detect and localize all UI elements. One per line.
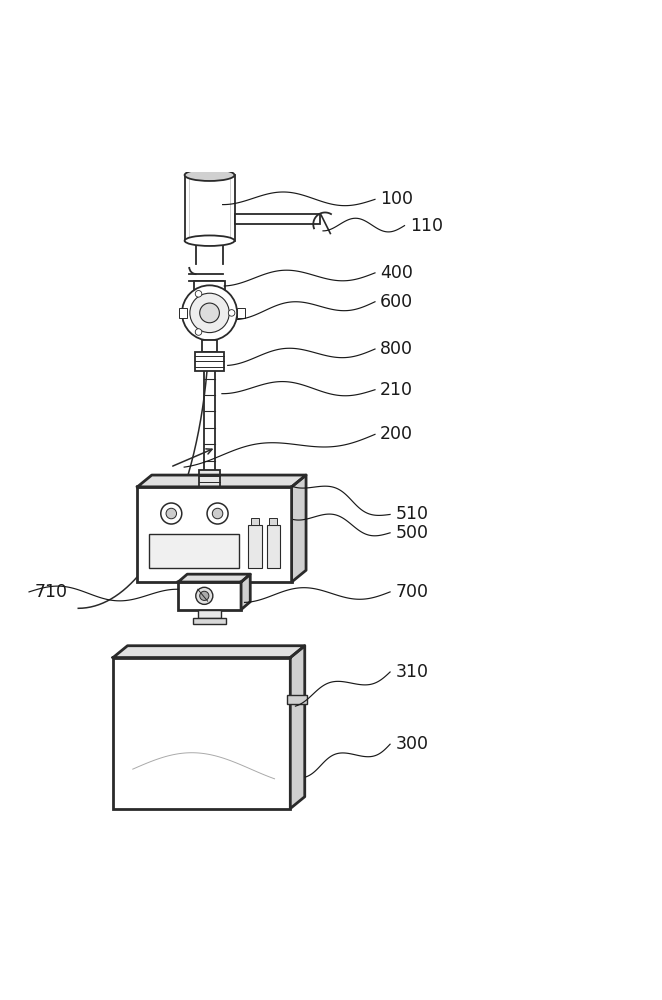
Polygon shape [291,646,305,809]
Text: 100: 100 [380,190,413,208]
Polygon shape [292,475,306,582]
Text: 700: 700 [395,583,428,601]
Circle shape [195,329,202,335]
Bar [194,281,225,295]
Bar [149,534,239,568]
Bar [234,214,320,224]
Text: 800: 800 [380,340,413,358]
Polygon shape [137,475,306,487]
Polygon shape [241,574,250,610]
Bar [179,308,187,318]
Circle shape [182,285,237,340]
Bar [178,582,241,610]
Text: 600: 600 [380,293,413,311]
Bar [248,525,261,568]
Bar [237,308,245,318]
Bar [195,352,224,371]
Text: 400: 400 [380,264,413,282]
Text: 210: 210 [380,381,413,399]
Text: 310: 310 [395,663,428,681]
Bar [137,487,292,582]
Bar [269,518,277,525]
Text: 300: 300 [395,735,428,753]
Polygon shape [178,574,250,582]
Circle shape [190,293,229,333]
Circle shape [200,303,219,323]
Bar [198,610,221,618]
Bar [199,470,220,487]
Text: 110: 110 [410,217,443,235]
Bar [251,518,259,525]
Ellipse shape [185,235,234,246]
Circle shape [195,291,202,297]
Bar [202,340,217,352]
Circle shape [200,591,209,600]
Circle shape [161,503,182,524]
Bar [113,658,291,809]
Circle shape [213,508,223,519]
Circle shape [196,587,213,604]
Circle shape [228,310,235,316]
Bar [185,175,234,241]
Text: 200: 200 [380,425,413,443]
Circle shape [166,508,177,519]
Polygon shape [113,646,305,658]
Bar [287,695,307,704]
Text: 500: 500 [395,524,428,542]
Bar [267,525,280,568]
Ellipse shape [185,169,234,181]
Text: 710: 710 [34,583,68,601]
Bar [193,618,226,624]
Circle shape [207,503,228,524]
Bar [196,295,223,301]
Text: 510: 510 [395,505,428,523]
